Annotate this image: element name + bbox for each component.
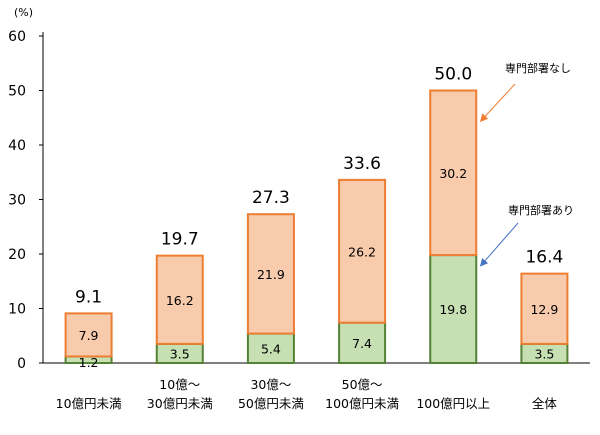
annotation-without-dept: 専門部署なし bbox=[505, 61, 571, 75]
total-label: 50.0 bbox=[434, 65, 472, 85]
annotation-with-dept: 専門部署あり bbox=[508, 203, 574, 217]
x-category-label-line: 50億円未満 bbox=[237, 396, 304, 411]
x-category-label-line: 10億円未満 bbox=[55, 396, 122, 411]
data-label: 26.2 bbox=[348, 244, 376, 259]
annotation-arrow-blue bbox=[479, 222, 519, 267]
x-category-label-line: 50億～ bbox=[341, 377, 383, 392]
bar-segment-without-dept bbox=[64, 312, 113, 358]
annotation-arrow-orange bbox=[479, 83, 516, 122]
data-label: 5.4 bbox=[261, 341, 281, 356]
data-label: 7.4 bbox=[352, 336, 372, 351]
total-label: 33.6 bbox=[343, 154, 381, 174]
bar-segment-without-dept bbox=[246, 213, 295, 335]
x-category-label-line: 100億円以上 bbox=[416, 396, 491, 411]
x-category-label-line: 10億～ bbox=[159, 377, 201, 392]
x-category-label: 30億～ 50億円未満 bbox=[223, 375, 319, 413]
data-label: 1.2 bbox=[79, 355, 99, 370]
x-category-label-line: 全体 bbox=[531, 396, 557, 411]
x-category-label-line: 30億～ bbox=[250, 377, 292, 392]
y-tick-label: 40 bbox=[8, 138, 26, 154]
x-category-label: 10億円未満 bbox=[41, 394, 137, 413]
total-label: 19.7 bbox=[161, 230, 199, 250]
data-label: 3.5 bbox=[534, 346, 554, 361]
data-label: 19.8 bbox=[439, 302, 467, 317]
data-label: 3.5 bbox=[170, 346, 190, 361]
data-label: 7.9 bbox=[79, 328, 99, 343]
y-tick-label: 60 bbox=[8, 29, 26, 45]
x-category-label: 100億円以上 bbox=[405, 394, 501, 413]
y-tick-label: 30 bbox=[8, 193, 26, 209]
total-label: 9.1 bbox=[75, 287, 102, 307]
x-category-label: 50億～ 100億円未満 bbox=[314, 375, 410, 413]
bar-segment-without-dept bbox=[338, 178, 387, 324]
y-tick-label: 50 bbox=[8, 84, 26, 100]
bar-segment-without-dept bbox=[155, 254, 204, 345]
data-label: 21.9 bbox=[257, 267, 285, 282]
x-category-label: 全体 bbox=[496, 394, 592, 413]
bar-segment-with-dept bbox=[429, 254, 478, 364]
data-label: 30.2 bbox=[439, 166, 467, 181]
x-category-label-line: 100億円未満 bbox=[325, 396, 399, 411]
y-tick-label: 10 bbox=[8, 302, 26, 318]
data-label: 12.9 bbox=[530, 302, 558, 317]
bar-segment-without-dept bbox=[520, 272, 569, 345]
bar-segment-without-dept bbox=[429, 89, 478, 257]
y-unit-label: (%) bbox=[14, 6, 33, 19]
x-category-label-line: 30億円未満 bbox=[146, 396, 213, 411]
total-label: 27.3 bbox=[252, 188, 290, 208]
x-category-label: 10億～ 30億円未満 bbox=[132, 375, 228, 413]
y-tick-label: 0 bbox=[17, 356, 26, 372]
y-tick-label: 20 bbox=[8, 247, 26, 263]
data-label: 16.2 bbox=[166, 293, 194, 308]
total-label: 16.4 bbox=[525, 248, 563, 268]
